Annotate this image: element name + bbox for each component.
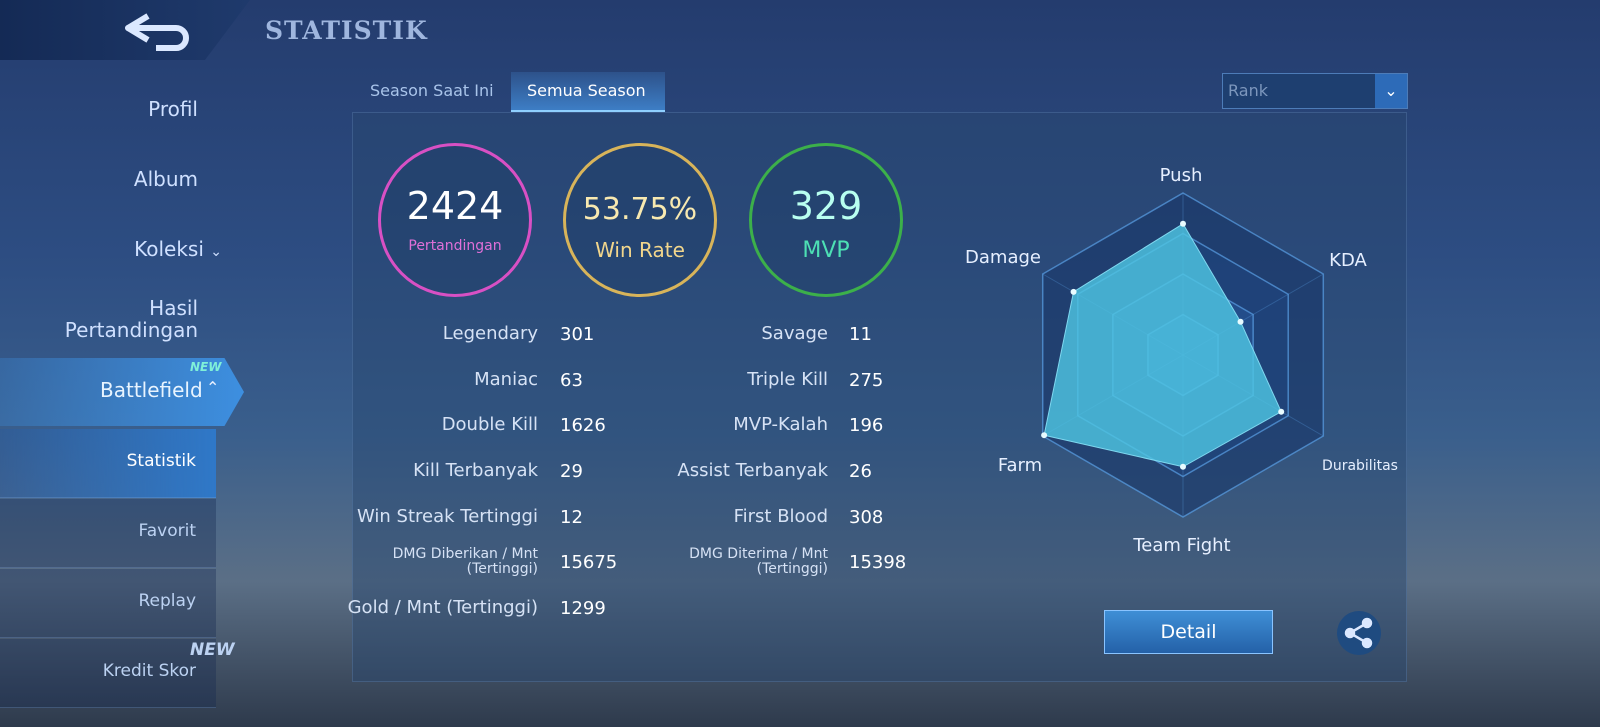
nav-item-active[interactable]: Battlefield ⌃ NEW (0, 358, 244, 426)
share-button[interactable] (1336, 610, 1382, 656)
stat-value: 29 (560, 461, 583, 482)
stat-value: 12 (560, 507, 583, 528)
stat-label: Win Streak Tertinggi (356, 506, 538, 527)
stat-label: Gold / Mnt (Tertinggi) (347, 597, 538, 618)
sub-item[interactable]: Favorit (0, 499, 216, 568)
radar-point (1180, 220, 1186, 227)
summary-label: Win Rate (595, 238, 685, 262)
tab[interactable]: Season Saat Ini (370, 81, 494, 100)
nav-item[interactable]: Koleksi ⌄ (134, 237, 222, 261)
dropdown-value: Rank (1228, 81, 1268, 100)
stat-value: 308 (849, 507, 884, 528)
radar-point (1237, 318, 1244, 325)
radar-point (1278, 408, 1285, 415)
nav-item[interactable]: Profil (148, 97, 198, 121)
nav-item[interactable]: Hasil Pertandingan (64, 296, 198, 342)
stat-value: 15398 (849, 552, 907, 573)
radar-label: Push (1160, 165, 1203, 186)
stat-label: Kill Terbanyak (413, 460, 538, 481)
stat-label: Triple Kill (747, 369, 828, 390)
radar-label: Durabilitas (1322, 458, 1398, 474)
stat-value: 301 (560, 324, 595, 345)
radar-point (1070, 288, 1077, 295)
sub-label: Replay (138, 591, 197, 611)
stat-label: DMG Diberikan / Mnt (Tertinggi) (392, 546, 538, 577)
stat-value: 1626 (560, 415, 606, 436)
stat-value: 15675 (560, 552, 618, 573)
radar-label: Damage (965, 247, 1041, 268)
stat-value: 26 (849, 461, 872, 482)
summary-circle: 53.75% Win Rate (563, 143, 717, 297)
stat-value: 11 (849, 324, 872, 345)
tab-active[interactable]: Semua Season (511, 72, 665, 112)
nav-label: Koleksi (134, 237, 204, 261)
radar-point (1180, 463, 1186, 470)
summary-value: 329 (789, 184, 863, 228)
page-title: STATISTIK (265, 16, 428, 45)
stat-value: 63 (560, 370, 583, 391)
radar-label: Team Fight (1132, 535, 1230, 556)
summary-circle: 2424 Pertandingan (378, 143, 532, 297)
stat-label: First Blood (733, 506, 828, 527)
stat-value: 1299 (560, 598, 606, 619)
sub-label: Kredit Skor (102, 661, 196, 681)
stat-label: DMG Diterima / Mnt (Tertinggi) (689, 546, 828, 577)
sub-label: Statistik (126, 451, 196, 471)
stat-label: Assist Terbanyak (677, 460, 828, 481)
sub-item[interactable]: Replay (0, 569, 216, 638)
radar-chart: Push KDA Durabilitas Team Fight Farm Damage (965, 165, 1398, 556)
stat-label: Legendary (442, 323, 538, 344)
new-badge: NEW (190, 640, 235, 660)
stat-value: 275 (849, 370, 884, 391)
summary-label: Pertandingan (408, 238, 502, 254)
stat-value: 196 (849, 415, 884, 436)
sub-label: Favorit (138, 521, 196, 541)
stat-label: MVP-Kalah (733, 414, 828, 435)
dropdown[interactable]: Rank ⌄ (1222, 73, 1408, 109)
radar-point (1041, 432, 1048, 439)
nav-label: Battlefield (100, 378, 203, 402)
summary-circle: 329 MVP (749, 143, 903, 297)
sub-item-active[interactable]: Statistik (0, 429, 216, 498)
back-button[interactable] (118, 8, 198, 52)
stat-label: Double Kill (441, 414, 538, 435)
summary-value: 53.75% (582, 192, 698, 227)
nav-item[interactable]: Album (133, 167, 198, 191)
new-badge: NEW (190, 360, 222, 374)
stat-label: Savage (761, 323, 828, 344)
top-bar (0, 0, 250, 60)
radar-label: KDA (1329, 250, 1367, 271)
stat-label: Maniac (474, 369, 538, 390)
detail-button[interactable]: Detail (1104, 610, 1273, 654)
radar-label: Farm (998, 455, 1042, 476)
sub-item[interactable]: Kredit Skor NEW (0, 639, 235, 708)
summary-label: MVP (802, 238, 850, 263)
summary-value: 2424 (406, 184, 504, 228)
